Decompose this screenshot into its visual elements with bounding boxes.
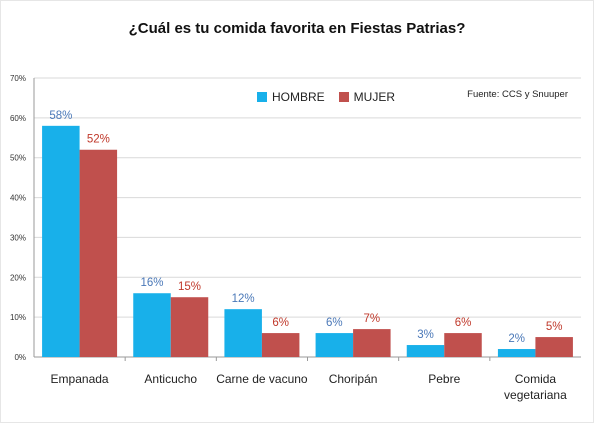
bar-mujer	[444, 333, 482, 357]
data-label: 6%	[455, 317, 472, 329]
legend-swatch-mujer	[338, 92, 349, 102]
bar-hombre	[406, 345, 445, 357]
data-label: 16%	[140, 277, 163, 289]
y-tick-label: 40%	[10, 194, 26, 203]
x-tick-label: Choripán	[329, 372, 378, 386]
legend-label-mujer: MUJER	[353, 90, 396, 104]
legend-label-hombre: HOMBRE	[272, 90, 325, 104]
y-tick-label: 10%	[10, 313, 26, 322]
bar-hombre	[42, 125, 80, 357]
y-tick-label: 60%	[10, 114, 26, 123]
y-tick-label: 20%	[10, 273, 26, 282]
data-label: 6%	[272, 317, 289, 329]
bar-hombre	[133, 293, 171, 357]
data-label: 2%	[508, 333, 525, 345]
bar-mujer	[261, 333, 300, 357]
legend-item-hombre: HOMBRE	[257, 90, 325, 104]
y-tick-label: 0%	[14, 353, 26, 362]
data-label: 52%	[87, 134, 110, 146]
x-tick-label: Pebre	[428, 372, 460, 386]
x-tick-label: Empanada	[51, 372, 109, 386]
y-tick-label: 30%	[10, 233, 26, 242]
data-label: 5%	[546, 321, 563, 333]
data-label: 12%	[232, 293, 255, 305]
chart-source: Fuente: CCS y Snuuper	[467, 89, 568, 100]
data-label: 7%	[364, 313, 381, 325]
y-tick-label: 50%	[10, 154, 26, 163]
data-label: 6%	[326, 317, 343, 329]
data-label: 3%	[417, 329, 434, 341]
data-label: 15%	[178, 281, 201, 293]
bar-mujer	[170, 297, 209, 357]
bar-mujer	[353, 329, 391, 357]
bar-hombre	[497, 349, 536, 357]
x-tick-label: Carne de vacuno	[216, 372, 308, 386]
x-tick-label: Anticucho	[144, 372, 197, 386]
bar-mujer	[535, 337, 573, 357]
x-tick-label: vegetariana	[504, 388, 567, 402]
legend-item-mujer: MUJER	[338, 90, 396, 104]
x-tick-label: Comida	[515, 372, 557, 386]
chart-title: ¿Cuál es tu comida favorita en Fiestas P…	[128, 20, 466, 37]
y-tick-label: 70%	[10, 74, 26, 83]
bar-hombre	[315, 333, 354, 357]
bar-mujer	[79, 149, 118, 357]
bar-hombre	[224, 309, 262, 357]
chart-legend: HOMBRE MUJER	[257, 90, 395, 104]
data-label: 58%	[49, 110, 72, 122]
legend-swatch-hombre	[257, 92, 267, 102]
